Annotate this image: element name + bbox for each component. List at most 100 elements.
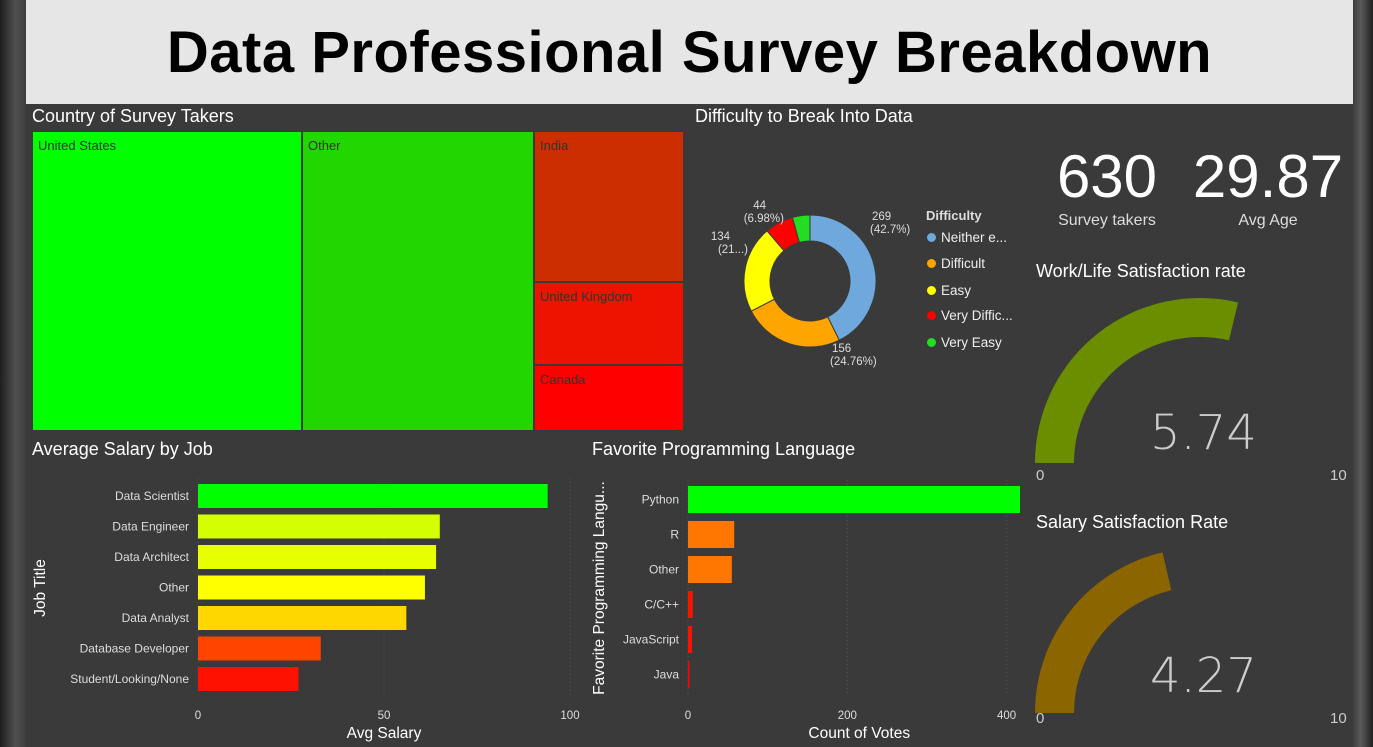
- gauge-min-worklife: 0: [1036, 467, 1045, 484]
- difficulty-donut-chart: 269(42.7%) 156(24.76%) 134(21...) 44(6.98%): [711, 200, 911, 368]
- tile-label: United Kingdom: [540, 289, 633, 304]
- bar[interactable]: [198, 545, 437, 569]
- bar[interactable]: [688, 661, 690, 688]
- donut-data-label: 44: [753, 200, 766, 212]
- dashboard-title-bar: Data Professional Survey Breakdown: [26, 0, 1353, 104]
- category-label: Data Architect: [114, 550, 189, 564]
- bar[interactable]: [688, 626, 692, 653]
- kpi-avg-age-value: 29.87: [1192, 143, 1344, 210]
- legend-marker: [927, 233, 936, 242]
- donut-title: Difficulty to Break Into Data: [695, 106, 913, 126]
- kpi-avg-age-label: Avg Age: [1238, 212, 1298, 229]
- legend-label: Difficult: [941, 256, 986, 271]
- category-label: JavaScript: [623, 633, 680, 647]
- legend-item[interactable]: Very Diffic...: [927, 308, 1013, 323]
- legend-item[interactable]: Neither e...: [927, 230, 1007, 245]
- donut-data-label: (42.7%): [870, 224, 910, 236]
- bar[interactable]: [688, 486, 1020, 513]
- x-axis-title: Count of Votes: [808, 725, 910, 742]
- x-tick-label: 0: [685, 710, 691, 722]
- category-label: Python: [642, 493, 679, 507]
- country-treemap: United States Other India United Kingdom…: [32, 131, 684, 431]
- donut-legend-title: Difficulty: [926, 208, 982, 223]
- y-axis-title: Job Title: [32, 559, 49, 617]
- worklife-gauge: [1035, 298, 1239, 463]
- bar[interactable]: [198, 575, 425, 600]
- y-axis-title: Favorite Programming Langu...: [591, 481, 608, 695]
- category-label: Data Analyst: [122, 611, 190, 625]
- gauge-value-worklife: 5.74: [1150, 405, 1257, 461]
- donut-data-label: (21...): [718, 244, 748, 256]
- category-label: Other: [159, 581, 189, 595]
- kpi-survey-takers-label: Survey takers: [1058, 212, 1156, 229]
- legend-label: Very Diffic...: [941, 308, 1013, 323]
- donut-data-label: (24.76%): [830, 356, 877, 368]
- tile-label: Canada: [540, 372, 586, 387]
- tile-label: Other: [308, 138, 341, 153]
- bar[interactable]: [198, 484, 548, 508]
- x-axis-title: Avg Salary: [347, 725, 422, 742]
- category-label: Data Scientist: [115, 489, 190, 503]
- gauge-max-worklife: 10: [1330, 467, 1347, 484]
- gauge-title-salary: Salary Satisfaction Rate: [1036, 512, 1229, 532]
- tile-label: India: [540, 138, 569, 153]
- gauge-max-salary: 10: [1330, 710, 1347, 727]
- donut-slice[interactable]: [750, 298, 840, 348]
- x-tick-label: 50: [378, 710, 391, 722]
- tile-label: United States: [38, 138, 117, 153]
- treemap-tile-india[interactable]: India: [534, 131, 684, 282]
- treemap-title: Country of Survey Takers: [32, 106, 234, 126]
- category-label: Data Engineer: [112, 520, 189, 534]
- category-label: Java: [654, 668, 680, 682]
- gauge-min-salary: 0: [1036, 710, 1045, 727]
- bar[interactable]: [198, 514, 440, 539]
- bar[interactable]: [688, 556, 732, 583]
- legend-item[interactable]: Easy: [927, 283, 971, 298]
- right-edge: [1353, 0, 1373, 747]
- bar[interactable]: [688, 591, 693, 618]
- category-label: Student/Looking/None: [70, 672, 189, 686]
- legend-label: Easy: [941, 283, 972, 298]
- left-edge: [0, 0, 26, 747]
- category-label: Other: [649, 563, 679, 577]
- donut-data-label: 269: [872, 211, 891, 223]
- bar[interactable]: [198, 667, 299, 691]
- treemap-tile-united-states[interactable]: United States: [32, 131, 302, 431]
- legend-label: Very Easy: [941, 335, 1002, 350]
- legend-item[interactable]: Difficult: [927, 256, 985, 271]
- donut-data-label: (6.98%): [744, 213, 784, 225]
- donut-data-label: 156: [832, 343, 851, 355]
- gauge-fill: [1035, 298, 1239, 463]
- legend-marker: [927, 286, 936, 295]
- category-label: R: [670, 528, 679, 542]
- kpi-survey-takers-value: 630: [1056, 143, 1158, 210]
- legend-marker: [927, 338, 936, 347]
- category-label: Database Developer: [80, 642, 189, 656]
- donut-data-label: 134: [711, 231, 731, 243]
- salary-chart-title: Average Salary by Job: [32, 439, 213, 459]
- x-tick-label: 0: [195, 710, 201, 722]
- x-tick-label: 200: [838, 710, 857, 722]
- dashboard-title: Data Professional Survey Breakdown: [166, 19, 1213, 85]
- category-label: C/C++: [644, 598, 679, 612]
- x-tick-label: 400: [997, 710, 1016, 722]
- language-chart-title: Favorite Programming Language: [592, 439, 856, 459]
- legend-label: Neither e...: [941, 230, 1008, 245]
- avg-salary-bar-chart: 0 50 100 Data Scientist Data Engineer Data Ar…: [32, 478, 580, 742]
- treemap-tile-other[interactable]: Other: [302, 131, 534, 431]
- legend-marker: [927, 311, 936, 320]
- treemap-tile-united-kingdom[interactable]: United Kingdom: [534, 282, 684, 365]
- treemap-tile-canada[interactable]: Canada: [534, 365, 684, 431]
- legend-item[interactable]: Very Easy: [927, 335, 1002, 350]
- donut-slice[interactable]: [809, 214, 877, 341]
- gauge-fill: [1035, 552, 1172, 713]
- bar[interactable]: [198, 606, 407, 630]
- bar[interactable]: [198, 636, 321, 661]
- donut-slice[interactable]: [791, 214, 811, 244]
- gauge-value-salary: 4.27: [1150, 648, 1257, 704]
- bar[interactable]: [688, 521, 735, 548]
- x-tick-label: 100: [560, 710, 579, 722]
- salary-gauge: [1035, 552, 1172, 713]
- gauge-title-worklife: Work/Life Satisfaction rate: [1036, 261, 1246, 281]
- legend-marker: [927, 259, 936, 268]
